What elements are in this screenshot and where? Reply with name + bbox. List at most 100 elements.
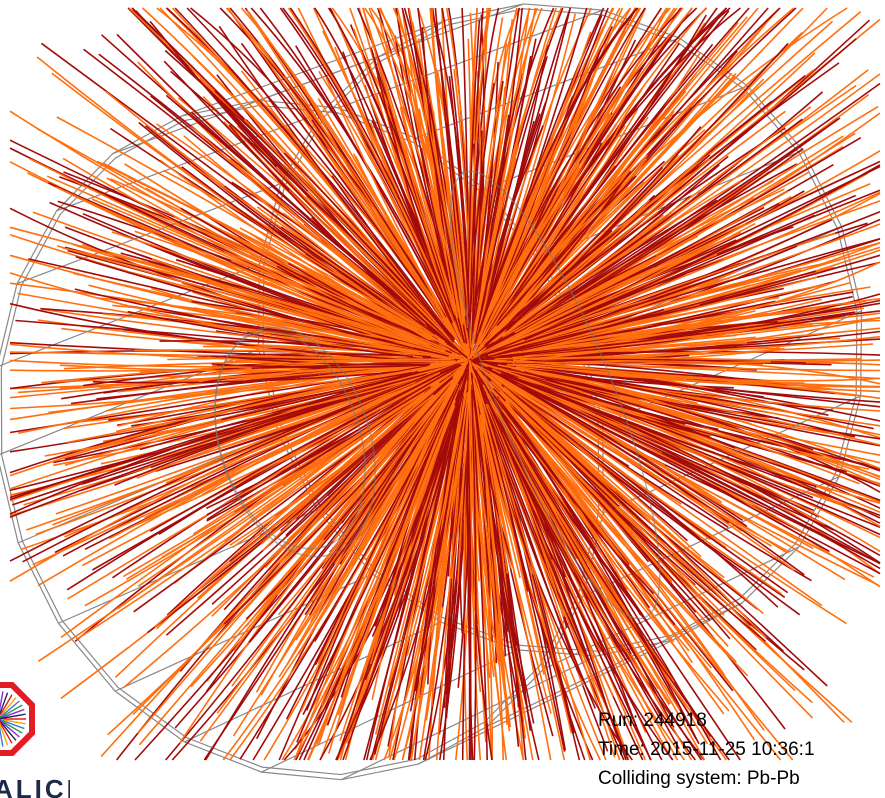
particle-track (325, 77, 452, 329)
particle-track (479, 267, 655, 355)
particle-track (373, 373, 468, 755)
particle-track (507, 173, 692, 321)
particle-track (492, 7, 614, 305)
particle-track (92, 369, 416, 384)
particle-track (139, 366, 441, 451)
particle-track (62, 157, 419, 343)
particle-track (486, 403, 651, 689)
particle-track (492, 374, 772, 547)
particle-track (369, 388, 469, 761)
particle-track (9, 207, 419, 352)
particle-track (127, 310, 414, 358)
particle-track (495, 360, 771, 365)
particle-track (442, 136, 466, 317)
particle-track (222, 288, 462, 358)
particle-track (471, 389, 477, 761)
particle-track (524, 296, 780, 347)
particle-track (470, 7, 563, 348)
logo-ray (0, 719, 23, 734)
run-number: Run: 244918 (598, 710, 707, 731)
particle-track (484, 376, 796, 692)
particle-track (36, 56, 427, 337)
particle-track (498, 127, 786, 335)
particle-track (9, 360, 450, 399)
particle-track (9, 139, 419, 337)
inner-detector-outline (214, 170, 661, 620)
particle-track (480, 42, 681, 342)
particle-track (506, 51, 702, 321)
logo-ray (0, 708, 25, 720)
particle-track (492, 381, 673, 584)
particle-track (282, 7, 454, 324)
particle-track (401, 7, 468, 344)
particle-track (364, 403, 461, 681)
particle-track (500, 362, 856, 438)
particle-track (469, 30, 626, 359)
particle-track (514, 235, 699, 334)
particle-track (472, 361, 727, 549)
particle-track (477, 214, 815, 358)
particle-track (352, 28, 450, 306)
particle-track (485, 308, 665, 359)
particle-track (490, 391, 676, 626)
barrel-front-ring (0, 104, 600, 776)
particle-track (472, 378, 503, 658)
particle-track (267, 231, 422, 329)
particle-track (62, 247, 431, 346)
particle-track (327, 7, 456, 322)
particle-track (239, 376, 464, 760)
particle-track (489, 397, 608, 707)
particle-track (166, 385, 434, 616)
particle-track (280, 226, 436, 335)
particle-track (471, 365, 663, 761)
particle-track (372, 52, 448, 309)
particle-track (351, 382, 457, 618)
particle-track (9, 370, 419, 515)
particle-track (468, 401, 501, 666)
particle-track (500, 373, 817, 488)
particle-track (505, 7, 797, 318)
particle-track (504, 400, 628, 591)
particle-track (469, 7, 484, 304)
logo-ray (0, 700, 20, 719)
particle-track (490, 380, 710, 587)
particle-track (320, 386, 458, 706)
particle-track (63, 359, 468, 430)
particle-track (485, 273, 726, 356)
particle-track (81, 372, 447, 567)
particle-track (289, 7, 450, 308)
particle-track (246, 10, 458, 340)
particle-track (502, 106, 812, 338)
particle-track (409, 390, 464, 761)
particle-track (9, 302, 419, 362)
particle-track (190, 390, 448, 688)
particle-track (401, 392, 469, 761)
particle-track (496, 125, 626, 320)
particle-track (471, 366, 629, 761)
particle-track (74, 288, 431, 358)
particle-track (488, 79, 610, 328)
logo-ray (0, 720, 17, 741)
particle-track (515, 236, 731, 338)
particle-track (371, 409, 458, 637)
particle-track (479, 414, 492, 643)
particle-track (504, 7, 848, 313)
particle-track (409, 418, 463, 712)
particle-track (474, 311, 856, 361)
event-info: Run: 244918 Time: 2015-11-25 10:36:1 Col… (598, 706, 885, 793)
particle-track (206, 386, 431, 516)
particle-track (260, 377, 449, 545)
particle-track (441, 7, 471, 324)
logo-ray (0, 704, 23, 719)
particle-track (487, 412, 567, 751)
particle-track (159, 7, 444, 330)
particle-track (492, 7, 676, 312)
particle-track (243, 118, 468, 357)
particle-track (149, 366, 455, 532)
logo-ray (0, 722, 9, 746)
particle-track (226, 7, 445, 322)
particle-track (494, 371, 805, 576)
particle-track (228, 124, 426, 327)
particle-track (147, 377, 454, 634)
particle-track (473, 270, 816, 360)
